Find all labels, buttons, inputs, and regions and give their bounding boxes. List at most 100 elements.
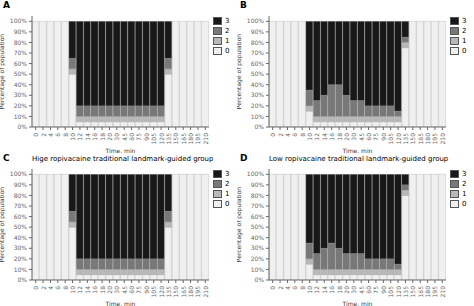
svg-text:8: 8 [62,133,69,137]
svg-text:90%: 90% [251,28,265,35]
svg-text:20%: 20% [251,255,265,262]
svg-text:45: 45 [121,133,128,141]
svg-text:210: 210 [202,133,209,145]
svg-text:16: 16 [328,133,335,141]
svg-text:60: 60 [365,286,372,294]
svg-text:30: 30 [113,286,120,294]
svg-text:20: 20 [106,133,113,141]
svg-text:90: 90 [143,286,150,294]
svg-text:10: 10 [69,286,76,294]
svg-text:18: 18 [99,133,106,141]
svg-text:195: 195 [194,286,201,298]
svg-text:135: 135 [402,286,409,298]
svg-text:14: 14 [84,133,91,141]
svg-text:90: 90 [380,286,387,294]
svg-text:165: 165 [180,286,187,298]
svg-text:75: 75 [135,286,142,294]
svg-text:210: 210 [439,286,446,298]
svg-text:80%: 80% [251,192,265,199]
svg-text:12: 12 [313,133,320,141]
svg-text:60%: 60% [251,60,265,67]
svg-text:180: 180 [424,133,431,145]
svg-text:0%: 0% [17,276,27,283]
svg-text:80%: 80% [14,39,28,46]
svg-text:8: 8 [299,133,306,137]
svg-text:6: 6 [291,133,298,137]
svg-text:8: 8 [62,286,69,290]
svg-text:30: 30 [113,133,120,141]
svg-text:50%: 50% [14,223,28,230]
svg-text:12: 12 [76,133,83,141]
svg-text:2: 2 [40,286,47,290]
svg-text:120: 120 [158,286,165,298]
svg-text:16: 16 [328,286,335,294]
svg-text:180: 180 [424,286,431,298]
svg-text:90%: 90% [14,28,28,35]
svg-text:10: 10 [69,133,76,141]
svg-text:90: 90 [143,133,150,141]
svg-text:75: 75 [372,133,379,141]
svg-text:18: 18 [336,133,343,141]
svg-text:70%: 70% [251,49,265,56]
svg-text:195: 195 [431,286,438,298]
svg-text:120: 120 [395,133,402,145]
svg-text:105: 105 [150,286,157,298]
svg-text:75: 75 [135,133,142,141]
svg-text:20%: 20% [14,102,28,109]
svg-text:150: 150 [172,133,179,145]
svg-text:150: 150 [172,286,179,298]
svg-text:Time, min: Time, min [342,147,373,153]
svg-text:30%: 30% [14,91,28,98]
svg-text:60%: 60% [14,60,28,67]
svg-text:10%: 10% [251,266,265,273]
svg-text:70%: 70% [14,49,28,56]
svg-text:90: 90 [380,133,387,141]
svg-text:14: 14 [321,286,328,294]
svg-text:Percentage of population: Percentage of population [237,187,243,262]
svg-text:60: 60 [128,133,135,141]
svg-text:Time, min: Time, min [105,147,136,153]
svg-text:150: 150 [409,286,416,298]
svg-text:14: 14 [321,133,328,141]
svg-text:90%: 90% [14,181,28,188]
svg-text:75: 75 [372,286,379,294]
svg-text:10: 10 [306,133,313,141]
svg-text:40%: 40% [251,234,265,241]
svg-text:4: 4 [47,133,54,137]
svg-text:0%: 0% [17,123,27,130]
svg-text:60%: 60% [14,213,28,220]
svg-text:50%: 50% [14,70,28,77]
svg-text:180: 180 [187,286,194,298]
svg-text:195: 195 [431,133,438,145]
svg-text:12: 12 [76,286,83,294]
svg-text:100%: 100% [247,170,264,177]
svg-text:4: 4 [284,133,291,137]
svg-text:60%: 60% [251,213,265,220]
svg-text:Time, min: Time, min [105,300,136,306]
svg-text:135: 135 [165,133,172,145]
svg-text:8: 8 [299,286,306,290]
svg-text:18: 18 [99,286,106,294]
svg-text:105: 105 [387,133,394,145]
svg-text:0%: 0% [254,123,264,130]
svg-text:20%: 20% [14,255,28,262]
svg-text:30: 30 [350,286,357,294]
svg-text:105: 105 [387,286,394,298]
svg-text:120: 120 [158,133,165,145]
svg-text:210: 210 [439,133,446,145]
svg-text:195: 195 [194,133,201,145]
svg-text:2: 2 [277,286,284,290]
svg-text:120: 120 [395,286,402,298]
svg-text:80%: 80% [14,192,28,199]
svg-text:0: 0 [32,286,39,290]
svg-text:50%: 50% [251,223,265,230]
svg-text:16: 16 [91,133,98,141]
svg-text:10%: 10% [251,113,265,120]
svg-text:150: 150 [409,133,416,145]
svg-text:0%: 0% [254,276,264,283]
svg-text:6: 6 [291,286,298,290]
svg-text:0: 0 [269,286,276,290]
svg-text:16: 16 [91,286,98,294]
svg-text:70%: 70% [251,202,265,209]
svg-text:100%: 100% [247,17,264,24]
